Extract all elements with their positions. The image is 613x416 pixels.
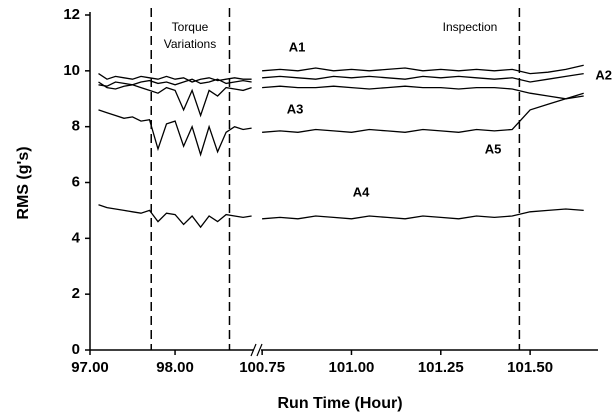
y-tick-label: 6 <box>72 173 80 190</box>
series-line <box>262 85 584 100</box>
series-line <box>262 72 584 83</box>
x-tick-label: 100.75 <box>239 359 285 376</box>
x-tick-label: 101.50 <box>507 359 553 376</box>
series-line <box>262 64 584 75</box>
series-label: A2 <box>595 67 612 82</box>
y-tick-label: 8 <box>72 118 80 135</box>
y-tick-label: 4 <box>72 229 81 246</box>
series-line <box>262 208 584 220</box>
y-tick-label: 2 <box>72 285 80 302</box>
x-tick-label: 101.00 <box>329 359 375 376</box>
annotation: Torque <box>172 20 209 34</box>
axis-break <box>250 343 263 357</box>
y-axis-title: RMS (g's) <box>15 146 32 219</box>
x-axis-title: Run Time (Hour) <box>277 395 402 412</box>
series-line <box>98 73 252 83</box>
series-line <box>98 81 252 118</box>
series-label: A1 <box>289 39 306 54</box>
y-tick-label: 0 <box>72 341 80 358</box>
series-line <box>262 92 584 133</box>
series-line <box>98 204 252 229</box>
y-tick-label: 12 <box>63 6 80 23</box>
series-line <box>98 109 252 157</box>
series-label: A3 <box>287 101 304 116</box>
y-tick-label: 10 <box>63 62 80 79</box>
x-tick-label: 98.00 <box>156 359 194 376</box>
annotation: Variations <box>164 37 216 51</box>
series-line <box>98 78 252 87</box>
x-tick-label: 97.00 <box>71 359 109 376</box>
annotation: Inspection <box>443 20 498 34</box>
x-tick-label: 101.25 <box>418 359 464 376</box>
series-label: A4 <box>353 184 370 199</box>
series-label: A5 <box>485 141 502 156</box>
